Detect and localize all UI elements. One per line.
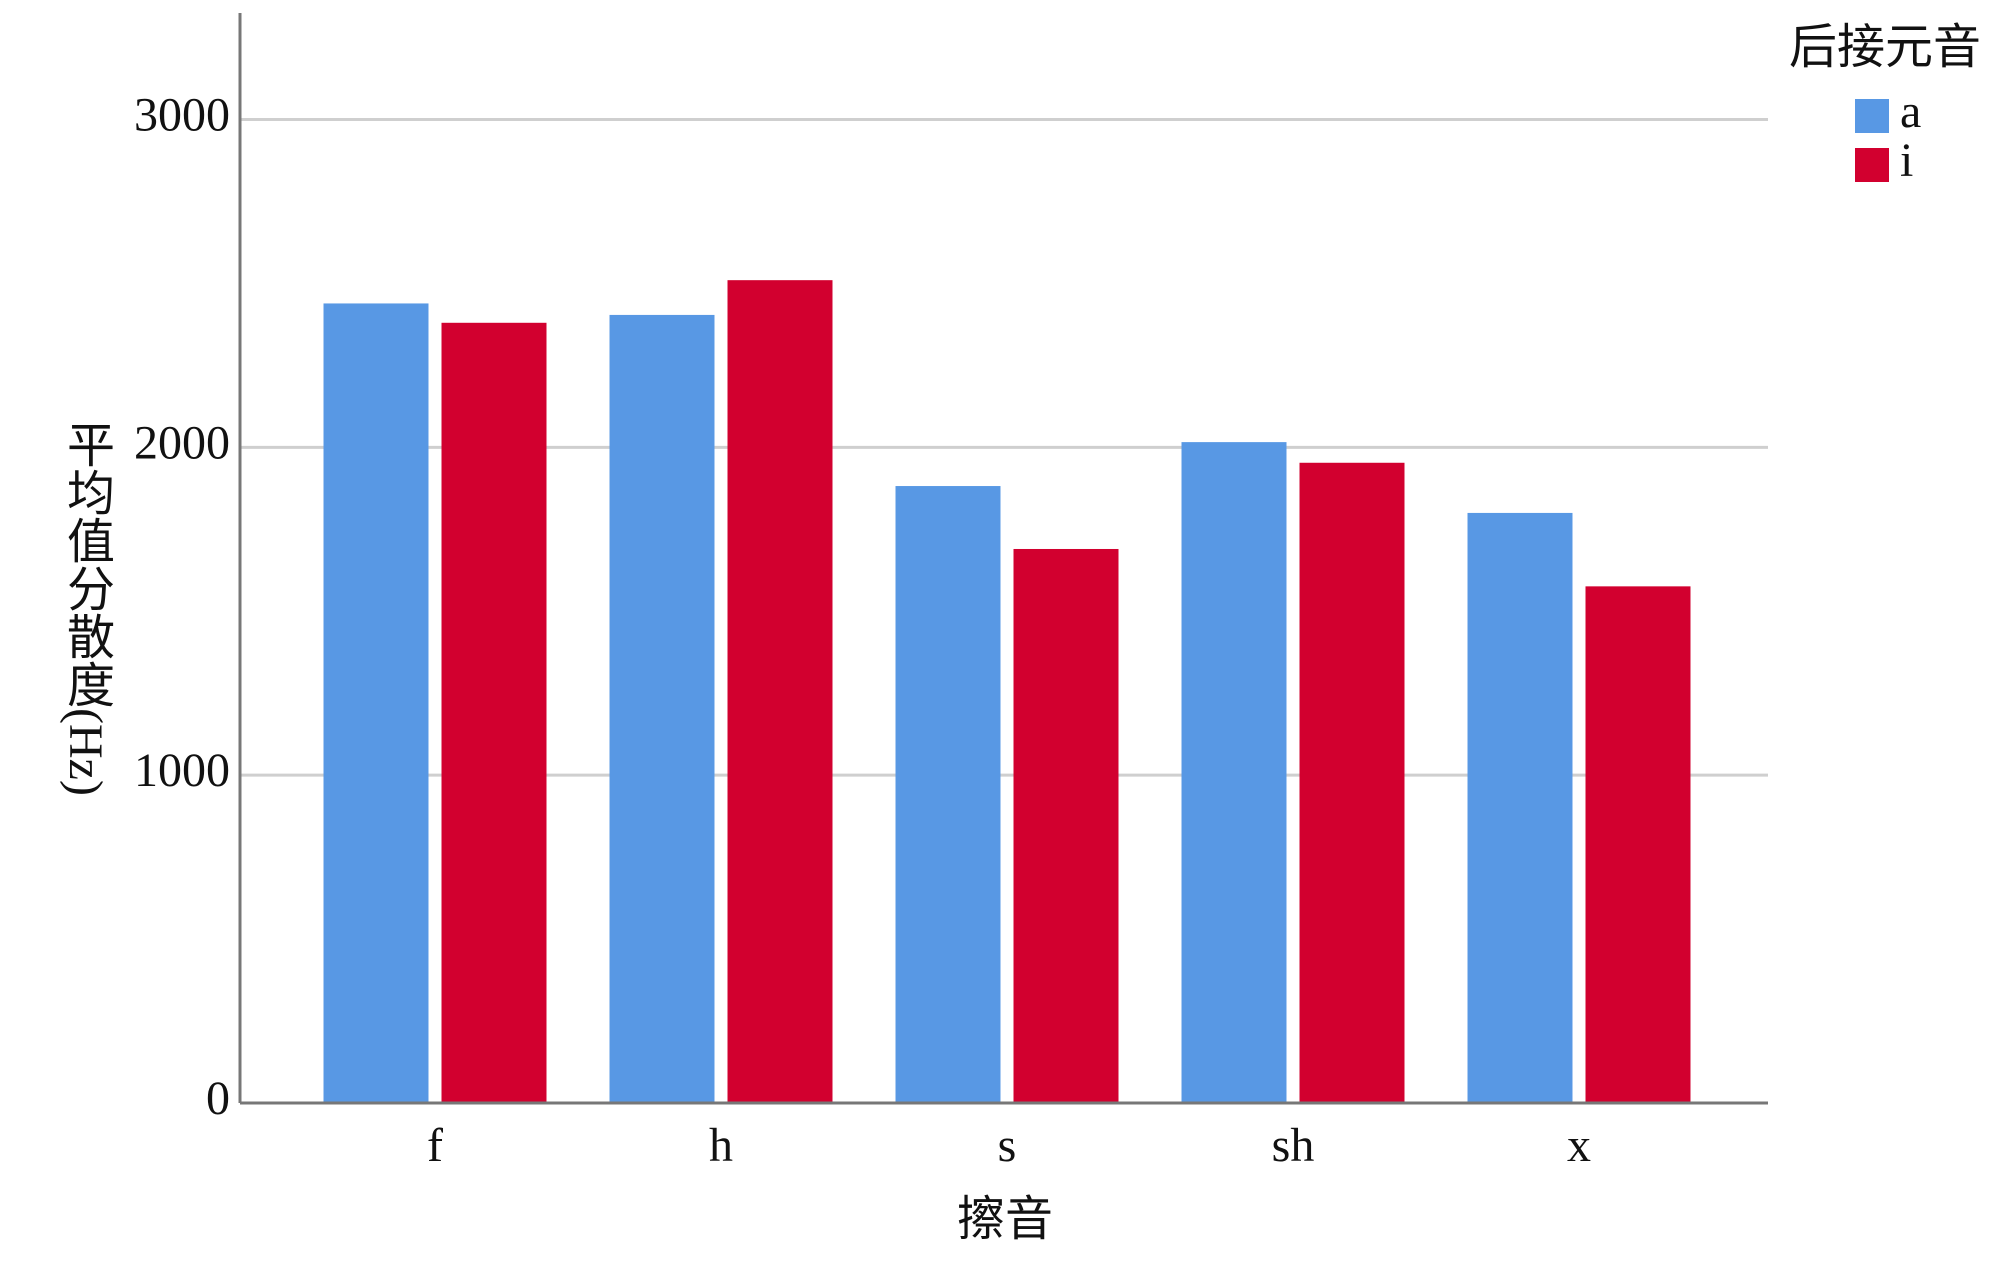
x-tick-label: sh	[1272, 1119, 1315, 1172]
legend-label: i	[1900, 134, 1913, 187]
x-tick-label: h	[709, 1119, 733, 1172]
bar	[441, 322, 547, 1104]
y-axis-label: 平均值分散度(Hz)	[59, 420, 112, 796]
x-tick-label: f	[427, 1119, 443, 1172]
y-tick-label: 0	[206, 1072, 230, 1125]
y-tick-label: 2000	[134, 416, 230, 469]
bar	[1467, 512, 1573, 1103]
bar	[727, 280, 833, 1103]
legend-label: a	[1900, 85, 1921, 138]
y-tick-label: 3000	[134, 89, 230, 142]
bar	[895, 486, 1001, 1104]
bar	[1585, 586, 1691, 1103]
y-tick-label: 1000	[134, 744, 230, 797]
bar	[1181, 442, 1287, 1103]
bar	[1299, 462, 1405, 1103]
bar	[609, 314, 715, 1103]
x-axis-label: 擦音	[957, 1193, 1053, 1246]
x-tick-label: x	[1567, 1119, 1591, 1172]
bar	[323, 303, 429, 1103]
legend-swatch	[1855, 99, 1889, 133]
legend-swatch	[1855, 148, 1889, 182]
legend-title: 后接元音	[1789, 21, 1981, 74]
bar	[1013, 548, 1119, 1103]
x-tick-label: s	[998, 1119, 1017, 1172]
